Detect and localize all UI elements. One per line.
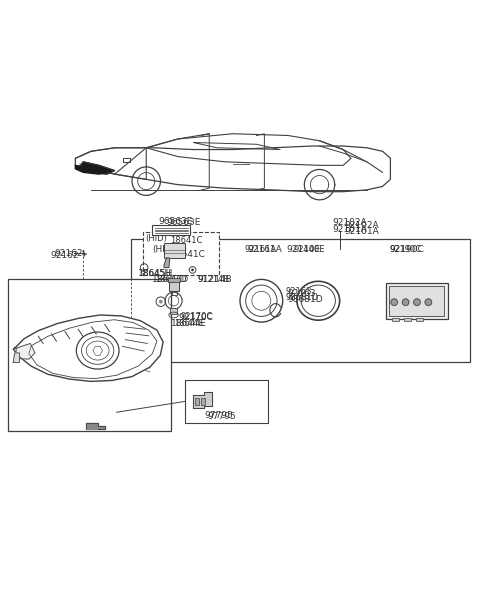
Text: 18645H: 18645H (138, 269, 173, 278)
Bar (164, 243, 185, 258)
Text: 92161A: 92161A (245, 245, 277, 254)
Text: 92162: 92162 (54, 249, 83, 258)
Text: 92190C: 92190C (389, 245, 421, 254)
Text: (HID): (HID) (152, 245, 176, 254)
Text: 18647D: 18647D (152, 275, 188, 284)
Circle shape (402, 299, 409, 305)
Circle shape (425, 299, 432, 305)
Polygon shape (13, 315, 163, 381)
Text: 92101A: 92101A (344, 227, 379, 236)
Text: 18644E: 18644E (175, 318, 206, 327)
Text: 18644E: 18644E (171, 318, 205, 327)
Text: 18641C: 18641C (171, 250, 206, 259)
Bar (168, 278, 180, 282)
Text: 18641C: 18641C (170, 236, 203, 244)
Polygon shape (16, 343, 35, 359)
Circle shape (191, 269, 194, 271)
Text: 18645H: 18645H (138, 269, 171, 278)
Polygon shape (79, 162, 115, 174)
Text: 96563E: 96563E (166, 218, 200, 227)
Text: 92102A: 92102A (344, 221, 379, 230)
Circle shape (159, 300, 163, 304)
Text: 98681D: 98681D (285, 293, 318, 302)
Text: 92102A: 92102A (333, 218, 367, 227)
Circle shape (391, 299, 397, 305)
Text: 92170C: 92170C (179, 313, 213, 322)
Polygon shape (164, 258, 170, 268)
Text: 97795: 97795 (204, 411, 233, 420)
Bar (8, 279, 171, 431)
Bar (404, 318, 411, 321)
Text: 92162: 92162 (50, 251, 79, 260)
Text: 97795: 97795 (207, 411, 236, 420)
Text: (HID): (HID) (145, 234, 167, 243)
Bar (386, 283, 448, 318)
Text: 91214B: 91214B (197, 275, 229, 284)
Text: 91214B: 91214B (197, 275, 232, 284)
Circle shape (414, 299, 420, 305)
Polygon shape (192, 392, 212, 408)
Text: 92140E: 92140E (293, 245, 324, 254)
Text: 92163: 92163 (288, 289, 316, 298)
Text: 92140E: 92140E (287, 245, 321, 254)
Bar (389, 286, 444, 316)
Polygon shape (86, 423, 105, 429)
Text: 92163: 92163 (285, 287, 312, 296)
Text: 92161A: 92161A (247, 245, 282, 254)
Text: 92101A: 92101A (333, 224, 367, 234)
Bar (143, 232, 219, 275)
Text: 92190C: 92190C (389, 245, 424, 254)
Bar (185, 381, 268, 423)
Bar (152, 225, 190, 235)
Polygon shape (75, 165, 107, 174)
Bar (195, 398, 199, 405)
Text: 96563E: 96563E (159, 217, 193, 226)
Bar (416, 318, 423, 321)
Bar (201, 398, 205, 405)
Text: 18647D: 18647D (155, 275, 188, 284)
Bar (392, 318, 399, 321)
Bar (131, 239, 470, 362)
Bar (170, 308, 178, 314)
Text: 98681D: 98681D (288, 295, 323, 304)
Text: 92170C: 92170C (180, 313, 213, 321)
Polygon shape (13, 353, 19, 362)
Bar (169, 281, 179, 291)
